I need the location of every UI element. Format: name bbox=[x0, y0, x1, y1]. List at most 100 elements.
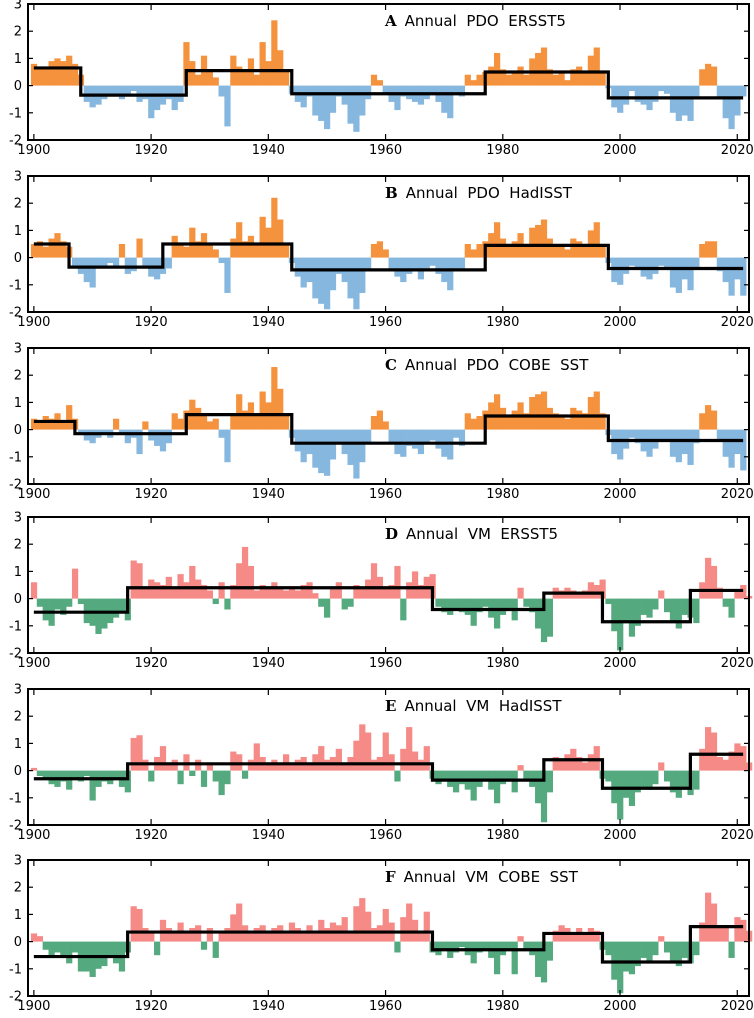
bar-2013 bbox=[693, 85, 700, 100]
bar-2018 bbox=[722, 759, 729, 771]
bar-1991 bbox=[564, 249, 571, 258]
panel-letter: A bbox=[384, 12, 397, 30]
bar-1934 bbox=[230, 238, 237, 258]
bar-1955 bbox=[353, 906, 360, 942]
panel-letter: D bbox=[385, 525, 398, 543]
bar-1962 bbox=[394, 257, 401, 277]
bar-1941 bbox=[271, 20, 278, 86]
panel-title-text: Annual VM HadISST bbox=[404, 697, 562, 715]
bar-1943 bbox=[282, 244, 290, 258]
bar-2006 bbox=[652, 598, 659, 610]
bar-1969 bbox=[435, 598, 442, 607]
bar-series bbox=[30, 20, 747, 132]
bar-1924 bbox=[171, 587, 178, 599]
bar-2007 bbox=[658, 590, 665, 599]
bar-series bbox=[30, 197, 747, 310]
bar-1917 bbox=[130, 85, 137, 92]
bar-1952 bbox=[335, 582, 342, 599]
bar-1964 bbox=[406, 582, 413, 599]
x-tick-label: 1900 bbox=[17, 828, 50, 843]
x-tick-label: 1980 bbox=[486, 656, 519, 671]
y-tick-label: -2 bbox=[9, 134, 22, 149]
bar-2020 bbox=[734, 743, 741, 771]
bar-1954 bbox=[347, 930, 354, 942]
bar-1932 bbox=[218, 770, 225, 796]
bar-1976 bbox=[476, 598, 483, 613]
bar-1922 bbox=[159, 585, 167, 599]
bar-1933 bbox=[224, 770, 231, 785]
bar-1901 bbox=[36, 421, 43, 430]
bar-1917 bbox=[130, 737, 137, 771]
bar-2007 bbox=[658, 257, 665, 266]
y-tick-label: 3 bbox=[14, 511, 22, 526]
bar-1947 bbox=[306, 85, 313, 97]
bar-2016 bbox=[710, 241, 718, 258]
bar-1934 bbox=[230, 914, 237, 942]
bar-2012 bbox=[687, 85, 694, 121]
bar-1905 bbox=[60, 61, 67, 86]
bar-1992 bbox=[570, 933, 577, 942]
y-tick-label: 2 bbox=[14, 710, 22, 725]
bar-2020 bbox=[734, 590, 741, 599]
x-tick-label: 2020 bbox=[721, 315, 754, 330]
bar-1904 bbox=[54, 941, 61, 953]
bar-1965 bbox=[411, 751, 419, 771]
bar-1972 bbox=[452, 598, 460, 610]
bar-1918 bbox=[136, 238, 143, 258]
panel-title-text: Annual PDO COBE SST bbox=[405, 356, 589, 374]
bar-2008 bbox=[664, 941, 671, 953]
bar-1912 bbox=[101, 257, 108, 266]
bar-1972 bbox=[452, 429, 460, 438]
plot-frame bbox=[27, 3, 750, 141]
bar-1902 bbox=[42, 69, 49, 86]
bar-1935 bbox=[236, 903, 243, 942]
bar-2015 bbox=[705, 241, 712, 258]
bar-1974 bbox=[464, 598, 471, 615]
bar-2005 bbox=[646, 598, 653, 618]
x-tick-label: 1900 bbox=[17, 656, 50, 671]
x-tick-label: 2000 bbox=[603, 315, 636, 330]
bar-1944 bbox=[288, 587, 296, 599]
bar-1993 bbox=[576, 593, 583, 599]
bar-1982 bbox=[511, 241, 518, 258]
bar-1918 bbox=[136, 908, 143, 942]
panel-title-text: Annual PDO HadISST bbox=[406, 184, 573, 202]
bar-1964 bbox=[406, 727, 413, 771]
bar-1919 bbox=[142, 85, 149, 100]
bar-1951 bbox=[329, 587, 337, 599]
y-tick-label: -2 bbox=[9, 306, 22, 321]
x-tick-label: 1920 bbox=[135, 143, 168, 158]
y-tick-label: 3 bbox=[14, 683, 22, 698]
bar-1955 bbox=[353, 740, 360, 771]
regime-step-line bbox=[33, 242, 744, 272]
bar-1901 bbox=[36, 66, 43, 86]
bar-1960 bbox=[382, 587, 389, 599]
bar-1949 bbox=[318, 257, 325, 304]
bar-1933 bbox=[224, 429, 231, 463]
x-tick-label: 2020 bbox=[721, 656, 754, 671]
bar-1940 bbox=[265, 762, 272, 771]
x-tick-label: 1980 bbox=[486, 999, 519, 1014]
bar-2018 bbox=[722, 85, 729, 119]
bar-1981 bbox=[505, 770, 512, 782]
bar-1915 bbox=[118, 85, 126, 100]
bar-series bbox=[30, 367, 747, 479]
bar-2009 bbox=[669, 941, 677, 964]
bar-1931 bbox=[212, 598, 219, 605]
bar-1912 bbox=[101, 941, 108, 967]
bar-1958 bbox=[370, 74, 378, 86]
bar-1927 bbox=[189, 61, 196, 86]
bar-1946 bbox=[300, 429, 307, 463]
bar-2001 bbox=[622, 770, 630, 798]
bar-1903 bbox=[48, 238, 55, 258]
bar-1992 bbox=[570, 407, 577, 430]
bar-2021 bbox=[740, 585, 747, 599]
bar-1910 bbox=[89, 770, 96, 801]
bar-1995 bbox=[587, 582, 595, 599]
y-tick-label: 0 bbox=[14, 764, 22, 779]
bar-2004 bbox=[640, 770, 647, 787]
bar-1950 bbox=[324, 257, 331, 310]
bar-1951 bbox=[329, 257, 337, 291]
bar-2019 bbox=[728, 257, 735, 296]
bar-1938 bbox=[253, 413, 260, 430]
